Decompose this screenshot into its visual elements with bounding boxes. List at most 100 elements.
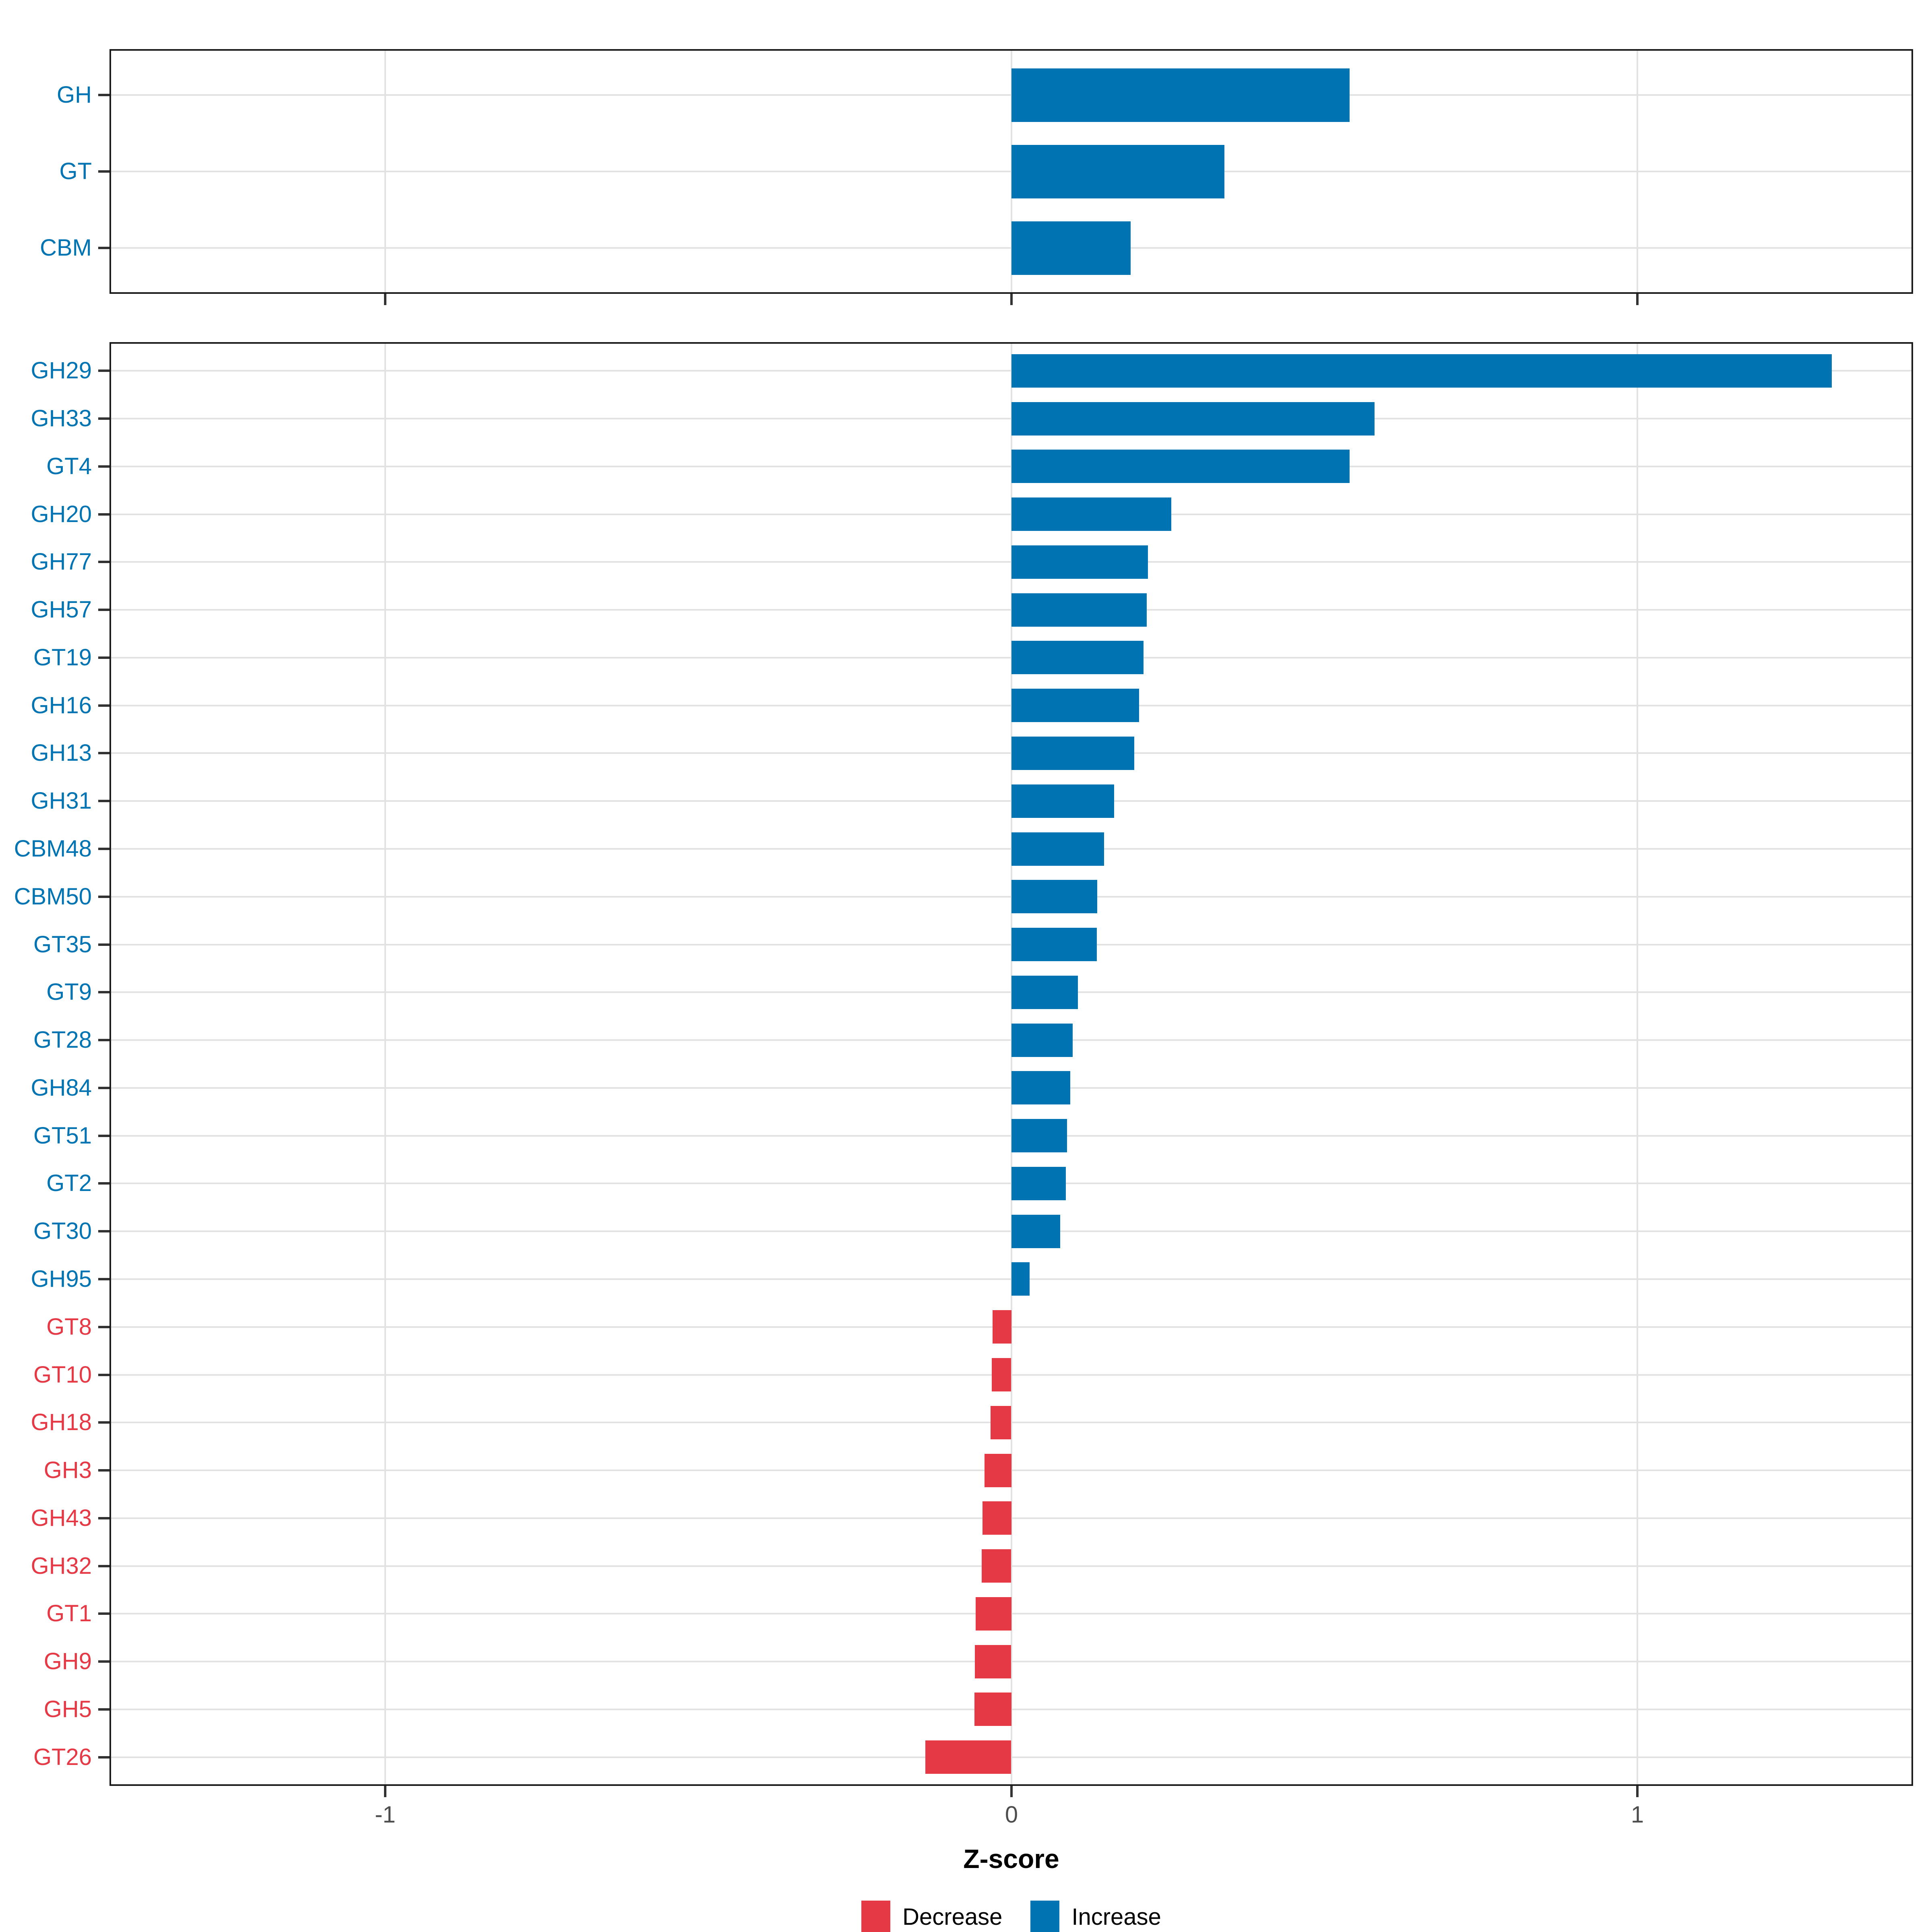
y-axis-tick bbox=[98, 247, 109, 249]
y-gridline bbox=[109, 991, 1913, 993]
bar bbox=[1011, 976, 1078, 1009]
y-axis-tick bbox=[98, 656, 109, 659]
bar bbox=[1011, 354, 1832, 388]
bar bbox=[1011, 450, 1350, 483]
y-axis-tick bbox=[98, 1087, 109, 1089]
y-axis-tick bbox=[98, 609, 109, 611]
y-axis-label: GT2 bbox=[46, 1170, 92, 1196]
y-axis-label: GT28 bbox=[33, 1027, 92, 1053]
y-gridline bbox=[109, 1278, 1913, 1280]
bar bbox=[1011, 737, 1134, 770]
y-axis-tick bbox=[98, 1469, 109, 1472]
y-axis-tick bbox=[98, 94, 109, 96]
legend-label: Increase bbox=[1071, 1904, 1161, 1930]
y-axis-label: GH84 bbox=[31, 1075, 92, 1101]
bar bbox=[1011, 68, 1350, 122]
y-axis-tick bbox=[98, 1182, 109, 1185]
x-axis-tick bbox=[384, 294, 386, 305]
y-axis-label: GH33 bbox=[31, 405, 92, 431]
y-axis-label: GH20 bbox=[31, 501, 92, 527]
y-gridline bbox=[109, 657, 1913, 658]
y-gridline bbox=[109, 418, 1913, 419]
x-axis-tick bbox=[1010, 294, 1013, 305]
y-axis-tick bbox=[98, 369, 109, 372]
y-gridline bbox=[109, 800, 1913, 802]
y-gridline bbox=[109, 609, 1913, 611]
bar bbox=[1011, 221, 1131, 275]
bar bbox=[1011, 497, 1171, 531]
bar bbox=[1011, 545, 1148, 579]
y-axis-tick bbox=[98, 1565, 109, 1567]
bar bbox=[925, 1740, 1011, 1774]
bar bbox=[982, 1549, 1011, 1583]
y-axis-label: GT bbox=[59, 158, 92, 184]
y-gridline bbox=[109, 1757, 1913, 1758]
y-axis-tick bbox=[98, 561, 109, 563]
y-axis-label: CBM48 bbox=[14, 836, 92, 862]
y-axis-tick bbox=[98, 417, 109, 420]
y-axis-label: GT10 bbox=[33, 1362, 92, 1388]
bar bbox=[1011, 880, 1097, 913]
bar bbox=[1011, 784, 1114, 818]
y-gridline bbox=[109, 752, 1913, 754]
y-axis-tick bbox=[98, 1708, 109, 1711]
bar bbox=[1011, 928, 1097, 961]
y-axis-label: GH18 bbox=[31, 1409, 92, 1435]
y-axis-label: GT1 bbox=[46, 1600, 92, 1627]
y-axis-label: GH29 bbox=[31, 357, 92, 384]
y-gridline bbox=[109, 247, 1913, 249]
bar bbox=[1011, 1024, 1073, 1057]
y-gridline bbox=[109, 370, 1913, 372]
x-axis-tick bbox=[384, 1786, 386, 1797]
legend: Decrease Increase bbox=[109, 1901, 1913, 1932]
bar bbox=[1011, 1071, 1070, 1104]
y-axis-label: CBM bbox=[40, 235, 92, 261]
y-axis-label: CBM50 bbox=[14, 883, 92, 910]
y-axis-tick bbox=[98, 1517, 109, 1519]
bar bbox=[1011, 1215, 1060, 1248]
bar bbox=[976, 1597, 1011, 1631]
y-axis-label: GT30 bbox=[33, 1218, 92, 1244]
legend-swatch-decrease bbox=[861, 1901, 891, 1932]
y-axis-label: GH31 bbox=[31, 788, 92, 814]
legend-item-decrease: Decrease bbox=[861, 1901, 1002, 1932]
x-tick-label: 1 bbox=[1631, 1802, 1644, 1828]
x-tick-label: -1 bbox=[375, 1802, 396, 1828]
y-gridline bbox=[109, 944, 1913, 945]
y-axis-label: GH13 bbox=[31, 740, 92, 766]
bar bbox=[992, 1358, 1011, 1391]
y-axis-tick bbox=[98, 1326, 109, 1328]
y-axis-label: GH77 bbox=[31, 549, 92, 575]
y-gridline bbox=[109, 1230, 1913, 1232]
bar bbox=[983, 1501, 1011, 1535]
bar bbox=[1011, 1119, 1067, 1152]
bar bbox=[975, 1645, 1011, 1678]
y-axis-tick bbox=[98, 465, 109, 468]
x-gridline bbox=[384, 342, 386, 1786]
y-gridline bbox=[109, 1135, 1913, 1137]
legend-label: Decrease bbox=[902, 1904, 1003, 1930]
bar bbox=[1011, 145, 1224, 198]
y-axis-label: GT8 bbox=[46, 1314, 92, 1340]
bar bbox=[974, 1693, 1011, 1726]
y-axis-tick bbox=[98, 1230, 109, 1232]
y-axis-label: GH95 bbox=[31, 1266, 92, 1292]
y-gridline bbox=[109, 1374, 1913, 1376]
y-axis-tick bbox=[98, 1374, 109, 1376]
y-axis-tick bbox=[98, 170, 109, 173]
y-axis-label: GT26 bbox=[33, 1744, 92, 1770]
bar bbox=[1011, 1262, 1030, 1296]
y-axis-label: GT19 bbox=[33, 644, 92, 671]
y-gridline bbox=[109, 705, 1913, 706]
bar bbox=[1011, 689, 1139, 722]
y-gridline bbox=[109, 1422, 1913, 1423]
y-gridline bbox=[109, 94, 1913, 96]
x-axis-tick bbox=[1636, 294, 1639, 305]
y-gridline bbox=[109, 848, 1913, 850]
y-axis-label: GT9 bbox=[46, 979, 92, 1005]
bar bbox=[1011, 593, 1147, 627]
y-axis-tick bbox=[98, 1039, 109, 1041]
x-gridline bbox=[1637, 342, 1638, 1786]
bar bbox=[1011, 402, 1375, 436]
